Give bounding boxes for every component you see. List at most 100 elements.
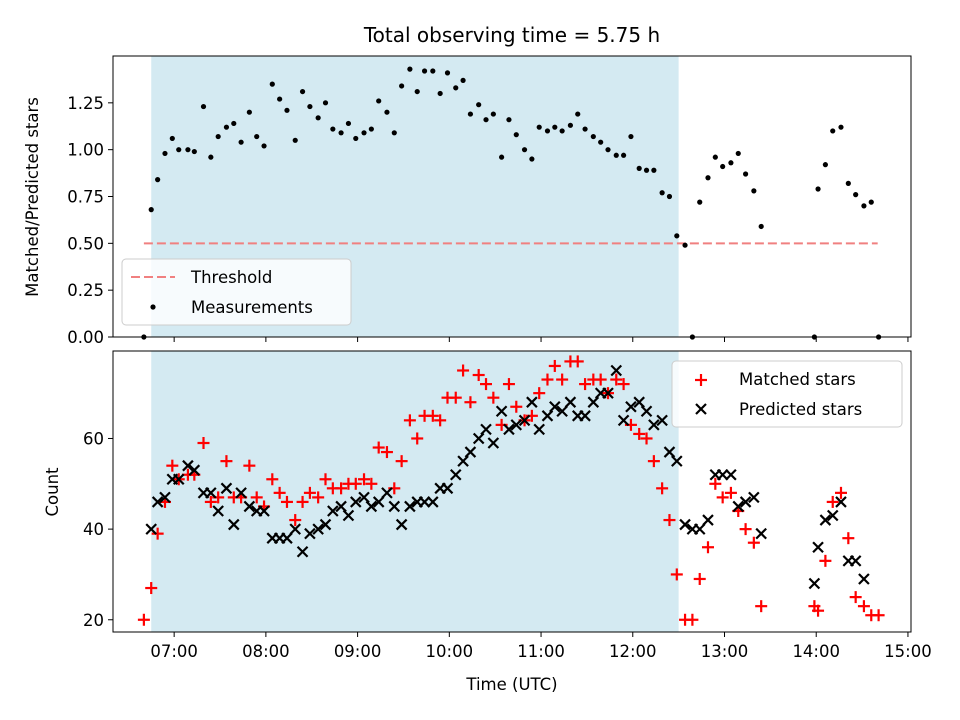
predicted-stars-point: [648, 419, 660, 431]
matched-stars-point: [739, 523, 752, 536]
predicted-stars-point: [579, 410, 591, 422]
matched-stars-point: [365, 477, 378, 490]
measurements-point: [651, 167, 657, 173]
measurements-point: [822, 162, 828, 168]
predicted-stars-point: [503, 423, 515, 436]
ratio-legend: Threshold Measurements: [121, 258, 352, 326]
count-panel-frame: [112, 350, 912, 633]
measurements-point: [643, 167, 650, 173]
predicted-stars-point: [640, 405, 653, 418]
matched-stars-point: [834, 486, 847, 499]
measurements-point: [513, 132, 519, 138]
predicted-stars-point: [418, 496, 431, 508]
measurements-point: [453, 85, 459, 91]
matched-legend-label: Matched stars: [739, 370, 856, 389]
predicted-stars-point: [212, 505, 224, 517]
measurements-point: [506, 117, 512, 123]
matched-stars-point: [480, 378, 493, 391]
predicted-stars-point: [835, 496, 847, 508]
matched-stars-point: [145, 582, 158, 595]
measurements-point: [315, 115, 321, 121]
measurements-point: [307, 103, 313, 110]
measurements-point: [246, 109, 252, 115]
measurements-point: [559, 128, 565, 134]
measurements-point: [728, 160, 734, 166]
matched-stars-point: [166, 459, 179, 472]
y-tick-label: 60: [83, 429, 104, 448]
measurements-point: [254, 133, 260, 140]
measurements-point: [169, 135, 175, 142]
matched-stars-point: [701, 541, 714, 554]
predicted-stars-point: [304, 527, 316, 540]
y-tick-label: 40: [83, 520, 104, 539]
predicted-stars-point: [610, 364, 623, 377]
matched-stars-point: [349, 477, 362, 490]
predicted-stars-point: [480, 423, 492, 436]
x-tick-label: 07:00: [150, 642, 198, 661]
predicted-stars-point: [819, 514, 832, 526]
predicted-stars-point: [235, 487, 247, 499]
y-tick-label: 0.50: [67, 234, 104, 253]
predicted-stars-point: [549, 400, 561, 413]
predicted-stars-point: [472, 432, 485, 445]
matched-stars-point: [571, 355, 584, 368]
measurements-point: [269, 81, 275, 87]
predicted-stars-point: [388, 500, 401, 513]
predicted-stars-point: [188, 464, 201, 476]
measurements-point: [476, 102, 482, 108]
measurements-point: [697, 199, 703, 205]
predicted-stars-point: [349, 496, 362, 508]
matched-stars-point: [464, 396, 477, 409]
threshold-legend-label: Threshold: [190, 268, 272, 287]
matched-stars-point: [296, 495, 309, 508]
predicted-stars-point: [702, 514, 714, 526]
predicted-stars-point: [258, 505, 270, 517]
measurements-point: [430, 68, 436, 74]
predicted-stars-point: [587, 396, 600, 408]
predicted-stars-point: [381, 487, 393, 499]
predicted-stars-point: [159, 491, 171, 504]
chart-title: Total observing time = 5.75 h: [363, 23, 660, 47]
measurements-point: [299, 88, 306, 95]
x-tick-label: 11:00: [517, 642, 565, 661]
predicted-stars-point: [849, 555, 862, 567]
matched-stars-point: [266, 473, 279, 486]
y-tick-label: 0.25: [67, 281, 104, 300]
ratio-panel-frame: [112, 55, 912, 338]
x-axis-label: Time (UTC): [465, 675, 557, 694]
matched-stars-point: [594, 373, 607, 386]
matched-stars-point: [395, 455, 408, 468]
matched-stars-point: [319, 473, 332, 486]
predicted-stars-point: [404, 500, 416, 513]
predicted-stars-point: [449, 468, 462, 481]
predicted-stars-point: [556, 405, 568, 418]
predicted-stars-point: [342, 509, 355, 522]
matched-stars-point: [403, 414, 416, 427]
measurements-point: [490, 111, 496, 117]
measurements-point: [636, 165, 642, 171]
measurements-point: [345, 120, 352, 127]
matched-stars-point: [548, 359, 561, 372]
matched-stars-point: [819, 554, 832, 567]
measurements-point: [853, 192, 859, 198]
measurements-point: [467, 111, 474, 117]
measurements-point: [868, 199, 874, 205]
predicted-stars-point: [602, 387, 614, 399]
x-tick-label: 09:00: [334, 642, 382, 661]
matched-stars-point: [137, 613, 150, 626]
matched-stars-point: [487, 391, 500, 404]
predicted-legend-marker: [695, 403, 707, 415]
predicted-stars-point: [289, 523, 302, 535]
matched-stars-point: [755, 600, 768, 613]
y-tick-label: 1.00: [67, 141, 104, 160]
predicted-stars-point: [755, 527, 767, 540]
predicted-stars-point: [693, 523, 706, 535]
predicted-stars-point: [464, 446, 477, 458]
matched-stars-point: [640, 432, 653, 445]
matched-stars-point: [280, 495, 293, 508]
y-tick-label: 1.25: [67, 94, 104, 113]
measurements-point: [421, 68, 428, 74]
predicted-stars-point: [372, 496, 385, 508]
matched-stars-point: [472, 369, 485, 382]
measurements-point: [261, 143, 267, 149]
